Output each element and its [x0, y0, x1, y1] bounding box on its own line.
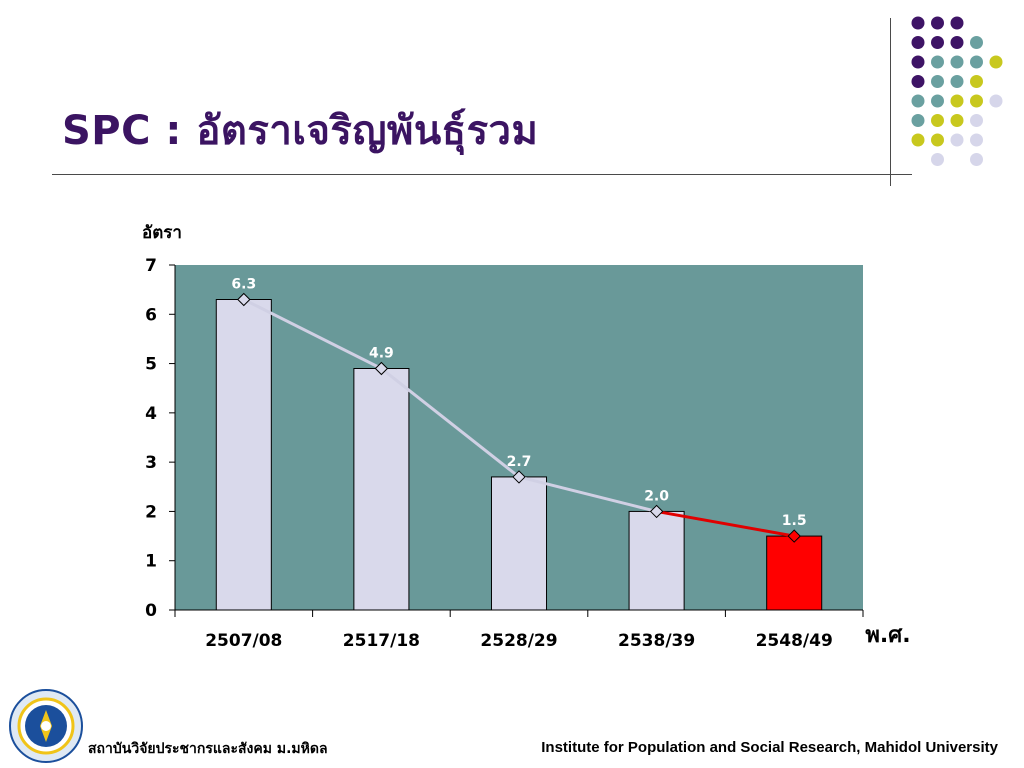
data-point-marker [237, 292, 251, 307]
title-divider [52, 174, 912, 175]
data-point-marker [649, 504, 664, 519]
y-tick-label: 7 [145, 256, 157, 276]
bar [215, 299, 272, 611]
data-label: 2.0 [644, 488, 669, 504]
y-tick-label: 2 [145, 502, 157, 522]
trend-line-segment [243, 298, 383, 370]
bar [628, 510, 685, 611]
data-label: 6.3 [231, 277, 256, 293]
y-tick-label: 6 [145, 305, 157, 325]
x-tick-label: 2538/39 [618, 631, 695, 651]
data-point-marker [374, 361, 389, 376]
data-label: 1.5 [782, 513, 807, 529]
data-point-marker [787, 529, 801, 543]
x-tick-label: 2528/29 [480, 631, 557, 651]
trend-line-segment [380, 367, 520, 479]
bar [490, 476, 548, 611]
x-tick-label: 2507/08 [205, 631, 282, 651]
footer-institute-thai: สถาบันวิจัยประชากรและสังคม ม.มหิดล [88, 741, 328, 757]
x-tick-label: 2517/18 [343, 631, 420, 651]
bar [766, 535, 823, 611]
data-label: 4.9 [369, 346, 394, 362]
footer-institute-english: Institute for Population and Social Rese… [541, 739, 998, 756]
slide-title: SPC : อัตราเจริญพันธุ์รวม [62, 108, 539, 154]
institute-logo [9, 689, 83, 763]
fertility-bar-chart: อัตรา พ.ศ. 0 1 2 3 4 5 6 7 2507/08 2517/18 2528/29… [142, 223, 911, 651]
y-tick-label: 3 [145, 453, 157, 473]
y-tick-label: 4 [145, 404, 157, 424]
data-label: 2.7 [507, 454, 532, 470]
y-tick-label: 5 [145, 355, 157, 375]
x-tick-label: 2548/49 [756, 631, 833, 651]
trend-line-segment [656, 509, 795, 538]
y-tick-label: 0 [145, 601, 157, 621]
bar [353, 368, 410, 611]
x-axis-label: พ.ศ. [865, 623, 910, 648]
trend-line-segment [518, 475, 657, 513]
data-point-marker [512, 470, 526, 484]
y-tick-label: 1 [145, 552, 157, 572]
y-axis-label: อัตรา [142, 223, 182, 243]
corner-divider [890, 18, 891, 186]
